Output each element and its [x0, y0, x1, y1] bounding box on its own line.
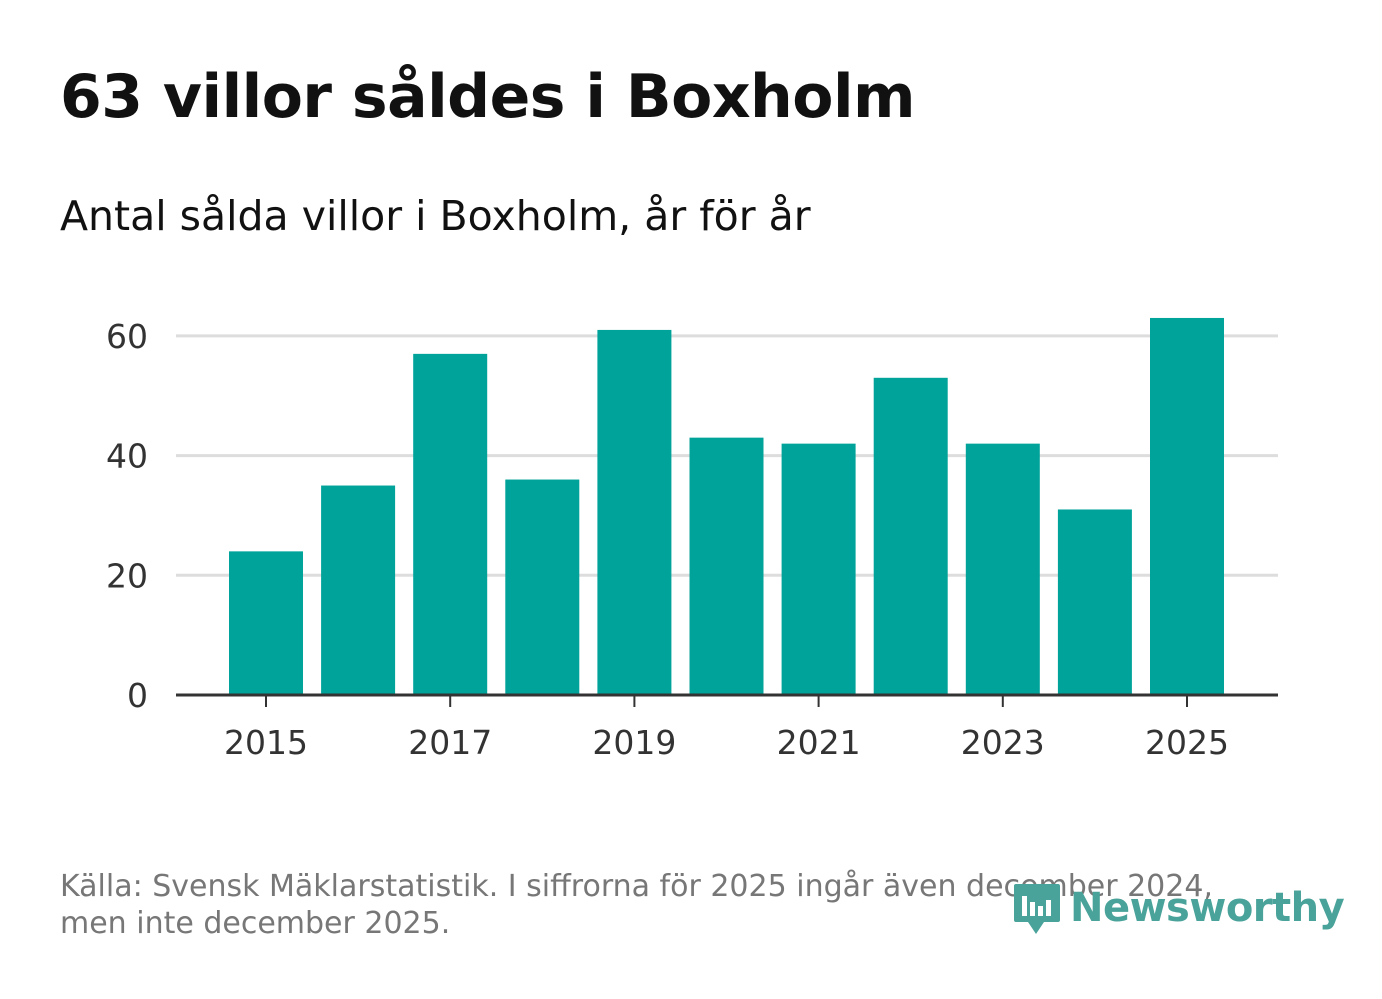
bar-2025 — [1150, 317, 1224, 695]
x-tick-label: 2023 — [961, 723, 1045, 762]
chart-subtitle: Antal sålda villor i Boxholm, år för år — [60, 192, 811, 240]
bar-2022 — [873, 377, 948, 695]
newsworthy-logo: Newsworthy — [1012, 878, 1345, 938]
bar-2016 — [321, 485, 396, 695]
chart-title: 63 villor såldes i Boxholm — [60, 62, 916, 132]
x-tick-label: 2015 — [224, 723, 308, 762]
bar-2015 — [229, 551, 303, 695]
bar-2024 — [1057, 509, 1132, 695]
brand-name: Newsworthy — [1070, 885, 1345, 931]
axes: 0 20 40 60 2015 2017 2019 2021 2023 2025 — [106, 317, 1278, 762]
bars — [229, 317, 1224, 695]
x-tick-label: 2019 — [592, 723, 676, 762]
x-tick-label: 2017 — [408, 723, 492, 762]
bar-2018 — [505, 479, 580, 695]
x-tick-label: 2021 — [777, 723, 861, 762]
bar-2021 — [781, 443, 856, 695]
y-tick-label: 40 — [106, 437, 148, 476]
x-tick-label: 2025 — [1145, 723, 1229, 762]
y-tick-label: 60 — [106, 317, 148, 356]
bar-2023 — [965, 443, 1040, 695]
y-tick-label: 20 — [106, 556, 148, 595]
y-tick-label: 0 — [127, 676, 148, 715]
newsworthy-logo-icon — [1014, 884, 1060, 934]
bar-2020 — [689, 437, 764, 695]
bar-2019 — [597, 329, 672, 695]
bar-2017 — [413, 353, 488, 695]
